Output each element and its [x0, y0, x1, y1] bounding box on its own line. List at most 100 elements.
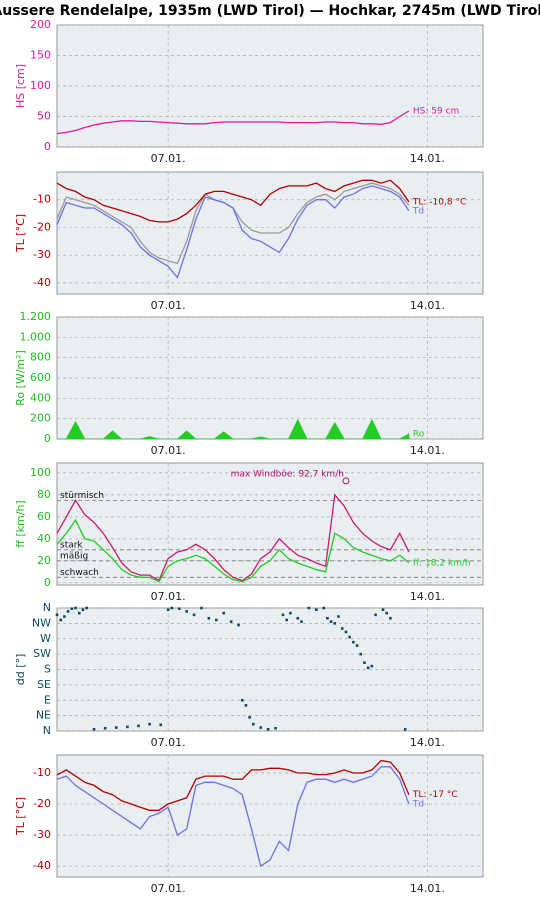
wind-dot [337, 615, 340, 618]
plot-area [56, 754, 484, 878]
wind-dot [355, 644, 359, 647]
wind-dot [103, 726, 107, 730]
wind-dot [248, 716, 251, 719]
wind-dot [333, 622, 337, 625]
wind-dot [185, 610, 188, 613]
wind-dot [300, 620, 303, 623]
series-line [56, 110, 410, 135]
wind-dot [363, 661, 366, 664]
wind-dot [244, 704, 248, 707]
y-tick-label: 80 [37, 488, 51, 501]
wind-dot [63, 615, 66, 618]
y-tick-label: 100 [30, 79, 51, 92]
y-axis-label: dd [°] [14, 654, 27, 686]
wind-dot [148, 722, 151, 726]
level-label: mäßig [60, 551, 88, 561]
x-tick-label: 14.01. [410, 590, 445, 603]
wind-dot [315, 608, 318, 612]
max-marker [342, 477, 350, 485]
wind-dot [159, 723, 163, 727]
y-tick-label: 0 [44, 432, 51, 445]
y-tick-label: 40 [37, 532, 51, 545]
wind-dot [322, 606, 326, 610]
wind-dot [170, 606, 174, 610]
x-tick-label: 14.01. [410, 444, 445, 457]
wind-dot [229, 620, 233, 623]
wind-dot [74, 606, 77, 610]
x-tick-label: 14.01. [410, 736, 445, 749]
y-tick-label: -20 [33, 220, 51, 233]
x-tick-label: 14.01. [410, 152, 445, 165]
level-label: stürmisch [60, 491, 104, 501]
y-tick-label: W [40, 632, 51, 645]
wind-dot [126, 725, 129, 729]
series-label: HS: 59 cm [413, 107, 459, 117]
y-tick-label: -30 [33, 248, 51, 261]
wind-dot [274, 726, 277, 730]
y-tick-label: 0 [44, 576, 51, 589]
wind-dot [374, 613, 377, 617]
y-tick-label: 0 [44, 140, 51, 153]
wind-dot [222, 611, 225, 615]
annotation: max Windböe: 92,7 km/h [231, 469, 344, 479]
wind-dot [340, 627, 344, 630]
wind-dot [289, 611, 292, 615]
x-tick-label: 07.01. [151, 882, 186, 895]
y-tick-label: SW [33, 647, 51, 660]
y-tick-label: -10 [33, 766, 51, 779]
wind-dot [177, 607, 181, 610]
wind-dot [237, 623, 240, 627]
wind-dot [81, 608, 85, 612]
y-tick-label: -20 [33, 797, 51, 810]
plot-area [56, 462, 484, 586]
x-tick-label: 07.01. [151, 590, 186, 603]
level-label: schwach [60, 568, 99, 578]
y-tick-label: NW [32, 616, 51, 629]
y-tick-label: -30 [33, 828, 51, 841]
wind-dot [85, 606, 88, 610]
y-tick-label: 200 [30, 412, 51, 425]
wind-dot [207, 616, 211, 620]
x-tick-label: 14.01. [410, 299, 445, 312]
wind-dot [66, 610, 70, 613]
series-line [56, 759, 410, 811]
series-line [56, 185, 410, 279]
y-tick-label: 50 [37, 110, 51, 123]
y-tick-label: E [44, 693, 51, 706]
series-line [56, 518, 410, 583]
series-label: Td [412, 206, 424, 216]
wind-dot [252, 722, 255, 726]
x-tick-label: 07.01. [151, 444, 186, 457]
level-label: stark [60, 540, 83, 550]
wind-dot [55, 613, 59, 617]
series-label: TL: -17 °C [412, 790, 458, 800]
y-tick-label: S [44, 663, 51, 676]
series-line [56, 493, 410, 582]
chart-title: Äussere Rendelalpe, 1935m (LWD Tirol) — … [0, 2, 540, 19]
wind-dot [352, 640, 355, 644]
y-tick-label: 60 [37, 510, 51, 523]
y-tick-label: -40 [33, 859, 51, 872]
wind-dot [370, 664, 374, 668]
y-tick-label: 200 [30, 18, 51, 31]
wind-dot [92, 727, 96, 731]
wind-dot [381, 608, 385, 612]
y-tick-label: N [43, 601, 51, 614]
wind-dot [389, 616, 392, 620]
y-axis-label: ff [km/h] [14, 500, 27, 547]
y-tick-label: 20 [37, 554, 51, 567]
y-tick-label: N [43, 724, 51, 737]
series-area [57, 418, 410, 440]
y-tick-label: 400 [30, 391, 51, 404]
y-tick-label: 600 [30, 371, 51, 384]
wind-dot [114, 726, 118, 729]
wind-dot [296, 616, 300, 620]
y-axis-label: TL [°C] [14, 214, 27, 253]
wind-dot [259, 726, 263, 729]
y-axis-label: Ro [W/m²] [14, 350, 27, 406]
y-tick-label: 100 [30, 466, 51, 479]
y-tick-label: 1.000 [20, 330, 52, 343]
x-tick-label: 07.01. [151, 736, 186, 749]
